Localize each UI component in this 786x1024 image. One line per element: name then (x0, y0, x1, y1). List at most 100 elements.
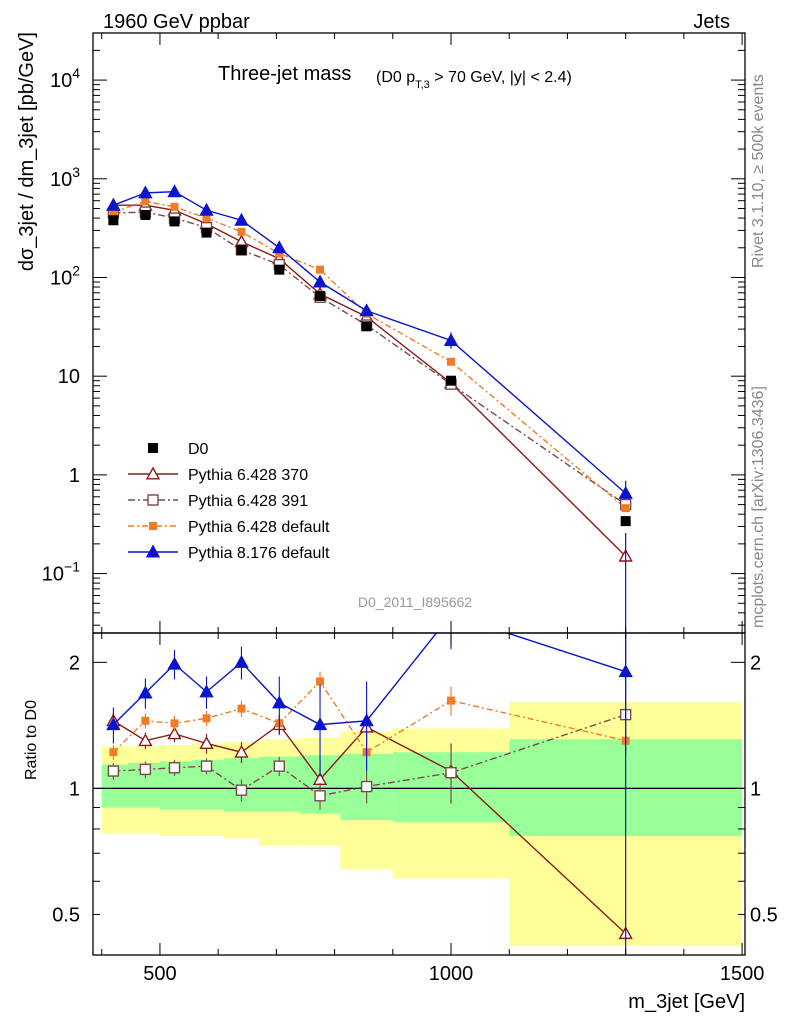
main-panel-series (106, 184, 633, 562)
header-left: 1960 GeV ppbar (103, 11, 250, 33)
y-tick-label: 10 (58, 366, 80, 388)
chart-subtitle-prefix: (D0 p (376, 69, 415, 86)
data-point (361, 321, 372, 332)
ratio-line-0 (113, 720, 627, 935)
data-point (274, 264, 285, 275)
ratio-tick-label-left: 1 (69, 778, 80, 800)
series-point-3 (359, 303, 374, 317)
series-line-0 (113, 204, 627, 557)
series-point-3 (234, 212, 249, 226)
legend-label: D0 (188, 441, 209, 458)
legend-label: Pythia 8.176 default (188, 545, 330, 562)
chart-subtitle-sub: T,3 (415, 79, 430, 91)
ratio-tick-label-left: 0.5 (52, 904, 80, 926)
chart-subtitle: (D0 pT,3 > 70 GeV, |y| < 2.4) (376, 69, 572, 91)
series-line-1 (113, 211, 627, 506)
series-point-2 (202, 214, 211, 223)
series-point-2 (275, 249, 284, 258)
ratio-point-2 (109, 748, 118, 757)
ratio-frame (92, 632, 746, 956)
ratio-tick-label-left: 2 (69, 652, 80, 674)
ratio-tick-label-right: 0.5 (750, 904, 778, 926)
series-line-2 (113, 200, 627, 509)
series-point-3 (272, 240, 287, 254)
y-tick-label-base: 10 (50, 267, 72, 289)
legend-label: Pythia 6.428 default (188, 519, 330, 536)
y-tick-label-base: 10 (50, 169, 72, 191)
series-point-2 (447, 357, 456, 366)
y-tick-label: 104 (50, 65, 80, 92)
ratio-point-3 (138, 685, 153, 699)
ratio-point-2 (447, 696, 456, 705)
ratio-point-2 (141, 716, 150, 725)
ratio-point-0 (167, 726, 182, 740)
ratio-tick-label-right: 1 (750, 778, 761, 800)
chart-title-main: Three-jet mass (218, 63, 351, 85)
series-point-3 (106, 197, 121, 211)
ratio-line-1 (113, 713, 626, 797)
ratio-point-0 (199, 736, 214, 749)
chart-subtitle-suffix: > 70 GeV, |y| < 2.4) (430, 69, 572, 86)
y-tick-label-exp: 2 (72, 262, 80, 278)
ratio-point-1 (314, 790, 326, 802)
ratio-point-1 (235, 784, 248, 796)
y-tick-label: 103 (50, 164, 80, 191)
x-axis-label: m_3jet [GeV] (628, 991, 745, 1013)
ratio-line-2 (112, 680, 626, 754)
series-point-3 (312, 274, 328, 288)
legend: D0 Pythia 6.428 370 Pythia 6.428 391 Pythia… (128, 441, 330, 562)
legend-marker (147, 494, 159, 506)
data-point (108, 215, 119, 226)
series-point-3 (199, 202, 214, 216)
legend-marker (148, 443, 158, 453)
ratio-point-2 (202, 714, 211, 723)
data-point (620, 516, 631, 527)
ratio-point-3 (312, 717, 328, 731)
ratio-point-0 (234, 744, 249, 758)
ratio-point-1 (360, 780, 373, 793)
x-tick-label: 1000 (429, 963, 474, 985)
legend-label: Pythia 6.428 370 (188, 467, 308, 484)
data-point (315, 290, 326, 301)
ratio-point-1 (107, 765, 120, 777)
data-point (140, 209, 151, 220)
ratio-point-2 (316, 677, 325, 686)
series-point-3 (138, 185, 153, 199)
x-tick-label: 500 (143, 963, 176, 985)
series-point-3 (618, 485, 633, 499)
side-label-top: Rivet 3.1.10, ≥ 500k events (750, 74, 767, 268)
ratio-point-3 (199, 684, 214, 698)
series-point-2 (237, 227, 246, 236)
ratio-point-3 (167, 656, 182, 670)
y-tick-label: 1 (69, 465, 80, 487)
y-tick-label: 10−1 (42, 559, 80, 586)
series-line-3 (113, 190, 627, 494)
ratio-point-3 (106, 717, 121, 731)
ratio-point-1 (139, 763, 152, 776)
ratio-line-3 (112, 633, 626, 726)
ratio-panel-series (106, 609, 633, 940)
ratio-y-axis-label: Ratio to D0 (23, 700, 40, 780)
legend-marker (145, 466, 161, 480)
header-right: Jets (693, 11, 730, 33)
side-label-bottom: mcplots.cern.ch [arXiv:1306.3436] (750, 386, 767, 628)
ratio-point-2 (170, 719, 179, 728)
ratio-point-1 (200, 760, 213, 772)
legend-marker (149, 522, 157, 530)
ratio-point-3 (234, 654, 249, 668)
y-tick-label-base: 10 (50, 70, 72, 92)
y-axis-label: dσ_3jet / dm_3jet [pb/GeV] (16, 32, 38, 271)
data-point (236, 244, 247, 255)
ratio-point-3 (445, 609, 457, 620)
series-point-2 (109, 208, 118, 217)
y-tick-label-exp: 4 (72, 65, 80, 81)
series-point-3 (443, 333, 459, 346)
y-tick-label-exp: −1 (64, 559, 80, 575)
legend-marker (145, 544, 161, 558)
series-point-2 (621, 504, 630, 513)
ratio-point-1 (273, 760, 285, 772)
chart-title: Three-jet mass (218, 63, 351, 85)
series-point-2 (170, 202, 179, 211)
